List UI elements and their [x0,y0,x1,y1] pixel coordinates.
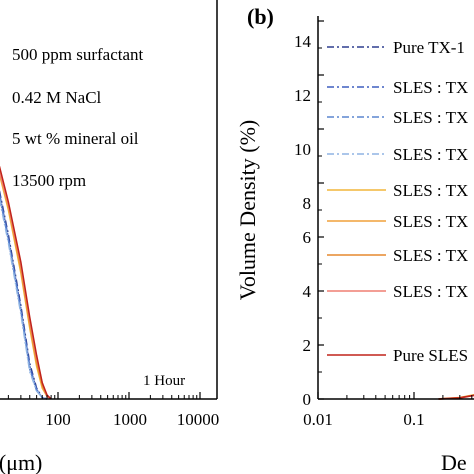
panel-b: (b) 0 2 4 6 8 10 12 14 Volume Density (%… [235,4,474,474]
panel-a-x-tick-label-1000: 1000 [113,410,147,429]
panel-b-series-group [438,394,474,400]
legend-label-6: SLES : TX [393,212,468,231]
legend-label-4: SLES : TX [393,145,468,164]
panel-b-x-axis-label: De [441,450,467,474]
panel-b-y-axis-label: Volume Density (%) [235,120,260,300]
panel-b-y-tick-label-0: 0 [303,390,312,409]
panel-b-y-tick-label-12: 12 [294,86,311,105]
panel-b-series-line-2 [438,394,474,400]
panel-a-x-tick-label-100: 100 [45,410,71,429]
legend-label-2: SLES : TX [393,78,468,97]
panel-a: 500 ppm surfactant 0.42 M NaCl 5 wt % mi… [0,0,219,474]
legend-label-8: SLES : TX [393,282,468,301]
panel-a-series-group [0,165,52,400]
panel-b-x-tick-label-01: 0.1 [403,410,424,429]
panel-a-x-axis-label: r (μm) [0,450,42,474]
panel-a-series-line-1 [0,190,48,400]
panel-b-y-tick-label-10: 10 [294,140,311,159]
panel-b-label: (b) [247,4,274,29]
panel-a-series-line-4 [0,198,48,400]
panel-a-x-tick-label-10000: 10000 [177,410,220,429]
panel-b-y-tick-label-4: 4 [303,282,312,301]
panel-b-legend: Pure TX-1 SLES : TX SLES : TX SLES : TX SLES… [327,38,468,365]
annotation-rpm: 13500 rpm [12,171,86,190]
panel-b-x-tick-label-001: 0.01 [303,410,333,429]
panel-a-series-line-9 [0,165,52,400]
panel-a-series-line-3 [0,195,48,400]
annotation-mineral-oil: 5 wt % mineral oil [12,129,139,148]
panel-a-ticks [7,392,201,399]
legend-label-9: Pure SLES [393,346,468,365]
legend-label-7: SLES : TX [393,246,468,265]
panel-b-y-tick-label-8: 8 [303,194,312,213]
panel-b-y-tick-label-6: 6 [303,228,312,247]
panel-a-series-line-2 [0,193,48,400]
panel-b-y-tick-label-14: 14 [294,32,312,51]
annotation-surfactant: 500 ppm surfactant [12,45,144,64]
time-label: 1 Hour [143,373,185,389]
legend-label-1: Pure TX-1 [393,38,465,57]
annotation-nacl: 0.42 M NaCl [12,88,102,107]
panel-b-y-tick-label-2: 2 [303,336,312,355]
legend-label-3: SLES : TX [393,108,468,127]
panel-b-ticks [317,20,473,400]
legend-label-5: SLES : TX [393,181,468,200]
